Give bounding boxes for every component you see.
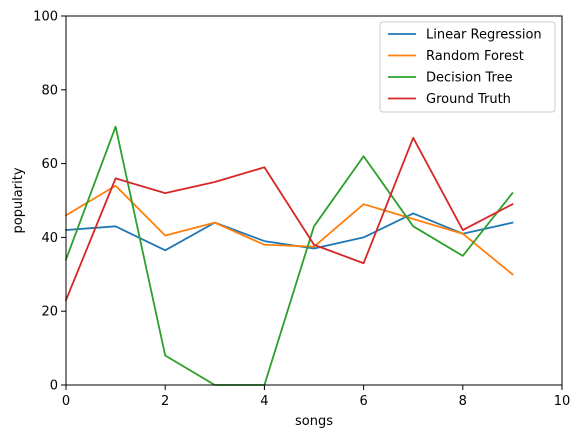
x-tick-label: 6 — [359, 394, 367, 409]
x-tick-label: 8 — [459, 394, 467, 409]
legend-label: Decision Tree — [426, 71, 513, 86]
y-tick-label: 60 — [41, 157, 58, 172]
x-axis-label: songs — [295, 414, 333, 429]
series-line-decision-tree — [64, 125, 514, 386]
y-tick-label: 80 — [41, 83, 58, 98]
legend-label: Ground Truth — [426, 92, 511, 107]
y-tick-label: 0 — [50, 379, 58, 394]
legend: Linear Regression Random Forest Decision T… — [379, 21, 556, 113]
x-tick-label: 0 — [62, 394, 70, 409]
x-tick-label: 4 — [260, 394, 268, 409]
legend-box — [379, 21, 556, 113]
legend-label: Random Forest — [426, 49, 524, 64]
series-line-ground-truth — [64, 136, 514, 302]
legend-label: Linear Regression — [426, 28, 542, 43]
series-layer — [64, 125, 514, 386]
y-tick-label: 40 — [41, 231, 58, 246]
series-line-random-forest — [64, 184, 514, 276]
y-tick-label: 100 — [33, 10, 58, 25]
x-tick-label: 2 — [161, 394, 169, 409]
y-axis-label: popularity — [11, 167, 26, 233]
plot-frame — [65, 15, 563, 386]
x-tick-label: 10 — [554, 394, 571, 409]
y-tick-label: 20 — [41, 305, 58, 320]
y-axis-ticks: 0 20 40 60 80 100 — [33, 10, 66, 394]
x-axis-ticks: 0 2 4 6 8 10 — [62, 385, 570, 409]
